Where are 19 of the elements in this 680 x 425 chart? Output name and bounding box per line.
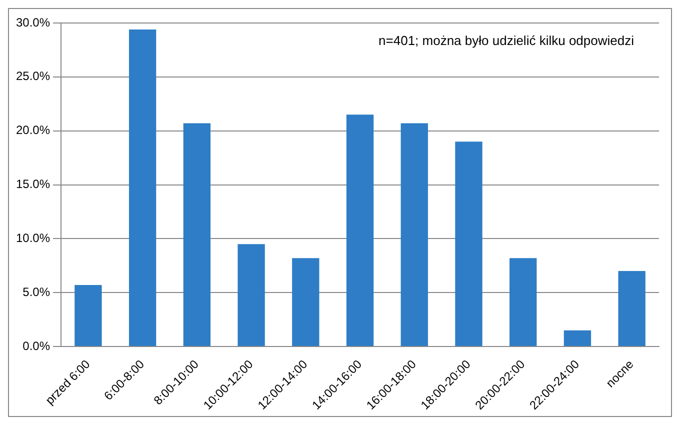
y-tick-label: 20.0%	[16, 123, 50, 138]
bar	[74, 285, 102, 346]
bar	[400, 123, 428, 346]
y-tick-label: 5.0%	[22, 284, 50, 299]
y-tick-label: 25.0%	[16, 69, 50, 84]
bar	[510, 258, 537, 346]
bar	[564, 330, 592, 346]
y-tick-label: 10.0%	[16, 230, 50, 245]
bar	[183, 123, 211, 346]
bar	[128, 29, 156, 346]
bar	[292, 258, 320, 346]
bar	[346, 114, 374, 346]
y-tick-label: 0.0%	[22, 338, 50, 353]
bar	[455, 142, 482, 346]
y-tick-label: 15.0%	[16, 177, 50, 192]
y-tick-label: 30.0%	[16, 15, 50, 30]
annotation: n=401; można było udzielić kilku odpowiedzi	[378, 33, 634, 48]
bar	[618, 271, 646, 346]
bar	[238, 244, 265, 346]
